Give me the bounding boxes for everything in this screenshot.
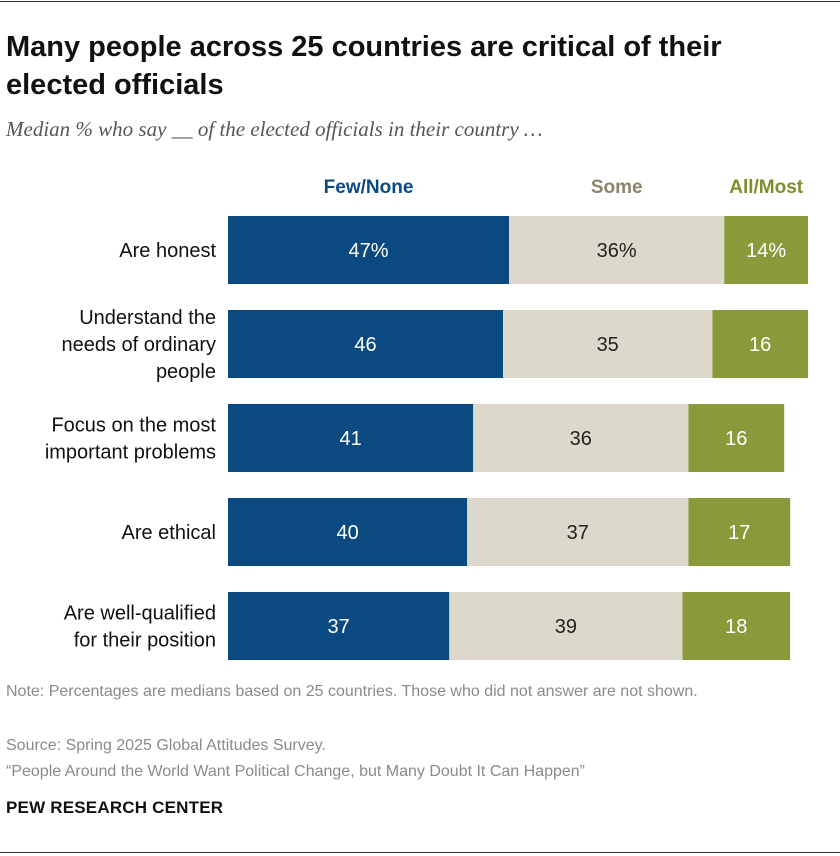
data-label: 35 [597,334,619,356]
legend-label: Few/None [324,177,414,198]
bar-segment [228,310,504,378]
bar-segment [503,310,713,378]
data-label: 17 [728,522,750,544]
bar-segment [228,404,474,472]
data-label: 36% [597,240,637,262]
data-label: 37 [327,616,349,638]
bar-segment [449,592,683,660]
bar-segment [228,216,510,284]
bar-segment [509,216,725,284]
bar-segment [467,498,689,566]
bar-segment [228,592,450,660]
bar-segment [682,592,791,660]
chart-source: Source: Spring 2025 Global Attitudes Sur… [6,737,326,754]
data-label: 16 [749,334,771,356]
data-label: 37 [567,522,589,544]
data-label: 16 [725,428,747,450]
data-label: 14% [746,240,786,262]
bar-segment [712,310,809,378]
bar-segment [688,404,785,472]
data-label: 18 [725,616,747,638]
legend-label: Some [591,177,643,198]
bar-segment [688,498,791,566]
chart-title: Many people across 25 countries are crit… [6,31,722,101]
category-label: Understand the needs of ordinary people [61,307,216,383]
bar-segment [473,404,689,472]
bar-segment [724,216,808,284]
data-label: 46 [354,334,376,356]
top-rule [0,1,840,2]
chart-note: Note: Percentages are medians based on 2… [6,683,698,700]
category-label: Focus on the most important problems [45,415,217,464]
data-label: 47% [348,240,388,262]
data-label: 36 [570,428,592,450]
bottom-rule [0,852,840,853]
chart-subtitle: Median % who say __ of the elected offic… [6,117,543,141]
category-label: Are well-qualified for their position [64,603,216,652]
data-label: 39 [555,616,577,638]
pew-research-center-logo: PEW RESEARCH CENTER [6,798,224,817]
bar-segment [228,498,468,566]
report-title: “People Around the World Want Political … [6,763,585,780]
data-label: 41 [339,428,361,450]
legend-label: All/Most [729,177,804,198]
category-label: Are honest [119,240,216,262]
stacked-bar-chart: Few/None Some All/Most Are honest 47% 36% 14% U… [45,177,809,660]
category-label: Are ethical [122,522,217,544]
data-label: 40 [336,522,358,544]
